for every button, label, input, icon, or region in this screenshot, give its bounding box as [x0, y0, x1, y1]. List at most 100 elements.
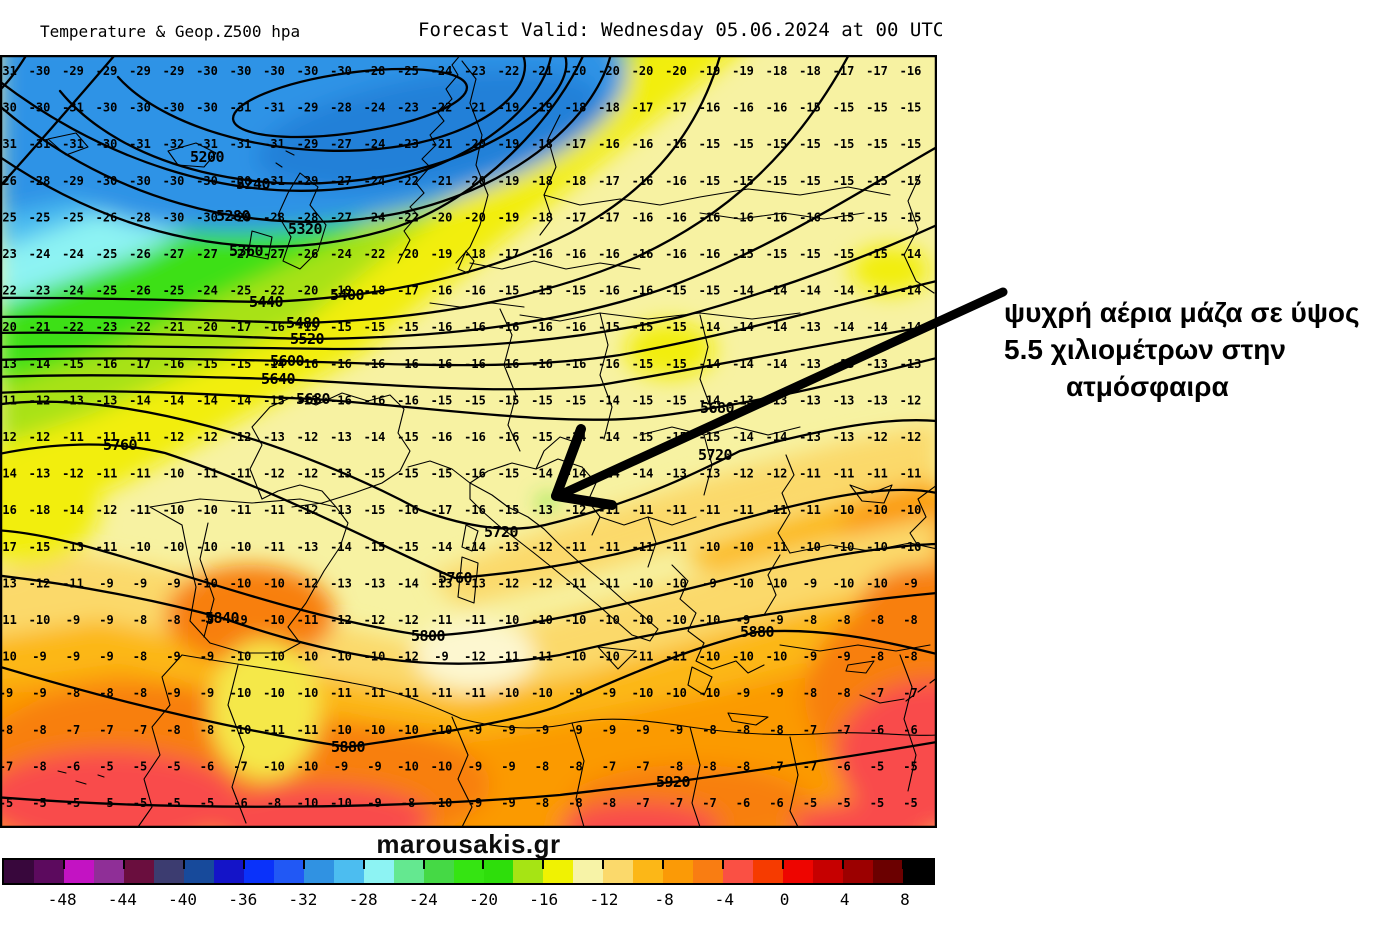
svg-text:5800: 5800: [411, 627, 446, 645]
svg-text:5720: 5720: [698, 446, 733, 464]
svg-text:-5: -5: [32, 796, 46, 810]
colorbar-label: -8: [654, 890, 674, 909]
svg-text:-14: -14: [230, 393, 252, 407]
svg-text:-15: -15: [397, 430, 419, 444]
svg-text:-9: -9: [568, 686, 582, 700]
svg-text:-15: -15: [29, 540, 51, 554]
svg-text:-26: -26: [96, 210, 118, 224]
svg-text:-15: -15: [598, 320, 620, 334]
svg-text:-12: -12: [900, 393, 922, 407]
svg-text:-10: -10: [866, 576, 888, 590]
svg-text:-24: -24: [364, 101, 386, 115]
svg-text:-15: -15: [632, 393, 654, 407]
svg-text:-18: -18: [364, 284, 386, 298]
svg-text:-12: -12: [96, 503, 118, 517]
svg-text:-10: -10: [766, 650, 788, 664]
svg-text:-8: -8: [32, 723, 46, 737]
svg-text:-31: -31: [0, 137, 17, 151]
svg-text:-20: -20: [297, 284, 319, 298]
svg-text:-11: -11: [263, 723, 285, 737]
svg-text:-8: -8: [200, 723, 214, 737]
svg-text:-28: -28: [129, 210, 151, 224]
svg-text:-10: -10: [833, 503, 855, 517]
svg-text:-15: -15: [531, 430, 553, 444]
svg-text:-11: -11: [598, 540, 620, 554]
svg-text:-11: -11: [129, 467, 151, 481]
svg-text:-22: -22: [364, 247, 386, 261]
svg-text:-16: -16: [598, 247, 620, 261]
colorbar-segment: [693, 860, 724, 883]
svg-text:-30: -30: [96, 101, 118, 115]
svg-text:-25: -25: [230, 284, 252, 298]
forecast-valid-title: Forecast Valid: Wednesday 05.06.2024 at …: [418, 19, 942, 41]
svg-text:-15: -15: [498, 467, 520, 481]
svg-text:-9: -9: [736, 613, 750, 627]
svg-text:-14: -14: [531, 467, 553, 481]
svg-text:-29: -29: [163, 64, 185, 78]
svg-text:-30: -30: [163, 174, 185, 188]
svg-text:-16: -16: [464, 357, 486, 371]
svg-text:-10: -10: [766, 576, 788, 590]
svg-text:-6: -6: [200, 759, 214, 773]
svg-text:-15: -15: [397, 320, 419, 334]
svg-text:-15: -15: [431, 467, 453, 481]
svg-text:-7: -7: [903, 686, 917, 700]
svg-text:-30: -30: [129, 101, 151, 115]
svg-text:-10: -10: [699, 540, 721, 554]
svg-text:-31: -31: [0, 64, 17, 78]
svg-text:-9: -9: [99, 650, 113, 664]
svg-text:-19: -19: [531, 101, 553, 115]
svg-text:-18: -18: [598, 101, 620, 115]
svg-text:-16: -16: [431, 320, 453, 334]
svg-text:-14: -14: [766, 430, 788, 444]
svg-text:-8: -8: [602, 796, 616, 810]
svg-text:-9: -9: [166, 686, 180, 700]
svg-text:-13: -13: [833, 357, 855, 371]
svg-text:-9: -9: [434, 650, 448, 664]
svg-text:-9: -9: [367, 796, 381, 810]
svg-text:-6: -6: [233, 796, 247, 810]
svg-text:-8: -8: [166, 723, 180, 737]
svg-text:-10: -10: [263, 650, 285, 664]
svg-text:-29: -29: [62, 64, 84, 78]
svg-text:-10: -10: [431, 796, 453, 810]
svg-text:-10: -10: [900, 503, 922, 517]
svg-text:5720: 5720: [484, 523, 519, 541]
svg-text:-23: -23: [96, 320, 118, 334]
svg-text:-14: -14: [129, 393, 151, 407]
colorbar-tick: [902, 860, 905, 869]
svg-text:-9: -9: [99, 613, 113, 627]
svg-text:-22: -22: [129, 320, 151, 334]
svg-text:-17: -17: [598, 210, 620, 224]
svg-text:-20: -20: [431, 210, 453, 224]
svg-text:-15: -15: [799, 174, 821, 188]
colorbar-tick: [722, 860, 725, 869]
svg-text:-14: -14: [732, 430, 754, 444]
svg-text:-14: -14: [464, 540, 486, 554]
svg-text:-17: -17: [397, 284, 419, 298]
svg-text:-9: -9: [166, 650, 180, 664]
svg-text:-13: -13: [29, 467, 51, 481]
svg-text:-14: -14: [866, 320, 888, 334]
colorbar-tick: [482, 860, 485, 869]
svg-text:-19: -19: [498, 137, 520, 151]
colorbar-segment: [753, 860, 784, 883]
svg-text:-8: -8: [32, 759, 46, 773]
annotation-line-2: 5.5 χιλιομέτρων στην: [1004, 334, 1286, 365]
svg-text:-12: -12: [263, 467, 285, 481]
svg-text:-16: -16: [699, 247, 721, 261]
svg-text:-14: -14: [565, 467, 587, 481]
svg-text:-11: -11: [129, 430, 151, 444]
svg-text:-14: -14: [364, 430, 386, 444]
geopotential-contours: [0, 55, 937, 808]
colorbar-label-row: -48 -44 -40 -36 -32 -28 -24 -20 -16 -12 -8 -4 0 4 8: [2, 890, 935, 912]
colorbar-label: -28: [348, 890, 378, 909]
svg-text:-16: -16: [397, 393, 419, 407]
svg-text:5440: 5440: [249, 293, 284, 311]
svg-text:-30: -30: [129, 174, 151, 188]
svg-text:-16: -16: [699, 101, 721, 115]
svg-text:-14: -14: [866, 284, 888, 298]
svg-text:-15: -15: [498, 284, 520, 298]
svg-text:-13: -13: [330, 503, 352, 517]
svg-text:-9: -9: [803, 576, 817, 590]
